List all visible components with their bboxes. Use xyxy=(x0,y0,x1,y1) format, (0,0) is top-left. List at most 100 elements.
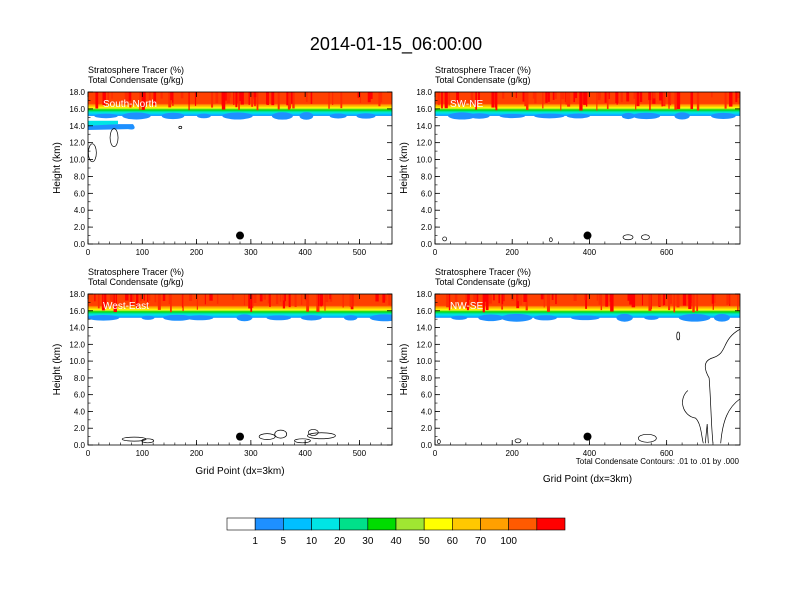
tracer-streak xyxy=(382,294,386,303)
tracer-streak xyxy=(125,294,129,301)
tracer-streak xyxy=(331,92,334,106)
location-marker xyxy=(236,231,244,240)
tracer-streak xyxy=(128,92,132,101)
tracer-streak xyxy=(584,294,586,301)
tracer-streak xyxy=(251,92,254,107)
tracer-streak xyxy=(669,92,672,106)
colorbar-label: 1 xyxy=(252,536,258,547)
tracer-dip xyxy=(678,314,711,322)
y-tick-label: 10.0 xyxy=(416,156,432,165)
tracer-streak xyxy=(375,294,379,302)
tracer-streak xyxy=(465,294,468,309)
y-tick-label: 8.0 xyxy=(74,172,86,181)
tracer-streak xyxy=(162,294,166,301)
colorbar-segment xyxy=(480,517,509,531)
x-tick-label: 200 xyxy=(190,449,204,458)
y-tick-label: 8.0 xyxy=(74,374,86,383)
x-axis-label: Grid Point (dx=3km) xyxy=(543,474,632,485)
tracer-streak xyxy=(735,92,738,103)
tracer-streak xyxy=(329,294,333,302)
y-tick-label: 12.0 xyxy=(69,139,85,148)
tracer-streak xyxy=(196,294,198,310)
y-axis-label: Height (km) xyxy=(52,142,63,194)
tracer-streak xyxy=(501,294,504,305)
tracer-streak xyxy=(546,294,550,312)
panel-title-line1: Stratosphere Tracer (%) xyxy=(88,267,184,277)
tracer-streak xyxy=(605,294,609,307)
y-tick-label: 4.0 xyxy=(74,407,86,416)
tracer-streak xyxy=(240,92,244,105)
colorbar-segment xyxy=(367,517,397,531)
tracer-streak xyxy=(696,92,700,111)
panel-label: NW-SE xyxy=(450,301,483,312)
tracer-streak xyxy=(626,92,630,102)
tracer-streak xyxy=(696,294,699,312)
tracer-streak xyxy=(523,294,527,302)
tracer-streak xyxy=(454,294,458,303)
y-tick-label: 6.0 xyxy=(74,391,86,400)
condensate-contour xyxy=(676,331,681,341)
figure-title: 2014-01-15_06:00:00 xyxy=(310,34,482,55)
tracer-streak xyxy=(143,92,146,102)
tracer-streak xyxy=(600,294,603,311)
tracer-dip xyxy=(88,315,120,321)
tracer-streak xyxy=(169,92,171,98)
tracer-dip xyxy=(94,113,118,119)
tracer-streak xyxy=(288,294,291,308)
tracer-streak xyxy=(378,92,381,107)
tracer-streak xyxy=(631,294,636,308)
y-tick-label: 2.0 xyxy=(421,424,433,433)
panel-label: SW-NE xyxy=(450,99,483,110)
tracer-streak xyxy=(292,92,295,109)
tracer-streak xyxy=(153,92,157,106)
tracer-dip xyxy=(163,314,192,321)
tracer-streak xyxy=(317,294,320,307)
tracer-streak xyxy=(551,294,554,300)
tracer-streak xyxy=(95,92,99,109)
y-tick-label: 0.0 xyxy=(421,240,433,249)
tracer-streak xyxy=(248,92,250,105)
colorbar-segment xyxy=(508,517,538,531)
tracer-streak xyxy=(324,294,326,311)
colorbar-segment xyxy=(452,517,481,531)
tracer-streak xyxy=(606,92,609,110)
colorbar-label: 30 xyxy=(362,536,374,547)
condensate-contour xyxy=(637,433,657,443)
panel-title-line2: Total Condensate (g/kg) xyxy=(435,75,531,85)
colorbar-segment xyxy=(254,517,284,531)
colorbar-label: 40 xyxy=(390,536,402,547)
tracer-streak xyxy=(139,294,143,302)
tracer-streak xyxy=(662,92,666,107)
tracer-streak xyxy=(263,294,267,300)
tracer-dip xyxy=(570,315,600,321)
tracer-streak xyxy=(253,294,257,303)
tracer-streak xyxy=(448,294,451,311)
tracer-streak xyxy=(532,92,535,99)
colorbar-label: 10 xyxy=(306,536,318,547)
tracer-streak xyxy=(579,92,583,111)
tracer-streak xyxy=(475,92,477,110)
tracer-streak xyxy=(267,92,269,106)
tracer-streak xyxy=(357,92,360,98)
tracer-streak xyxy=(493,294,495,301)
tracer-streak xyxy=(182,294,184,312)
tracer-streak xyxy=(316,294,318,311)
tracer-dip xyxy=(501,313,533,322)
colorbar-segment xyxy=(423,517,453,531)
y-tick-label: 16.0 xyxy=(69,307,85,316)
x-tick-label: 200 xyxy=(506,449,520,458)
tracer-field xyxy=(88,294,392,445)
tracer-streak xyxy=(682,294,687,306)
tracer-streak xyxy=(596,92,598,111)
tracer-streak xyxy=(269,294,271,307)
tracer-streak xyxy=(726,294,729,305)
tracer-streak xyxy=(456,92,460,103)
y-tick-label: 14.0 xyxy=(416,122,432,131)
tracer-streak xyxy=(232,294,235,300)
tracer-streak xyxy=(526,92,529,111)
y-tick-label: 4.0 xyxy=(421,206,433,215)
tracer-streak xyxy=(663,294,666,306)
tracer-streak xyxy=(143,294,146,301)
tracer-streak xyxy=(668,294,671,311)
tracer-lobe xyxy=(88,124,135,130)
